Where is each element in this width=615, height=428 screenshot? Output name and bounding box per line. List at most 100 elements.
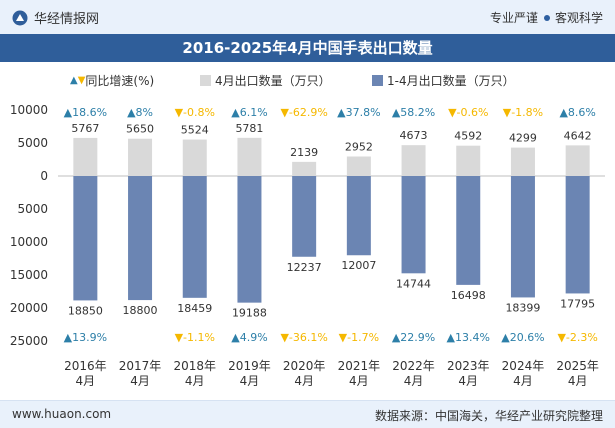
x-tick-label: 2017年	[119, 359, 162, 373]
bar-cumulative	[182, 176, 207, 298]
x-tick-label: 2022年	[392, 359, 435, 373]
x-tick-label: 2018年	[173, 359, 216, 373]
bar-monthly	[456, 145, 481, 176]
data-label-monthly: 5767	[71, 122, 99, 135]
bar-monthly	[73, 137, 98, 176]
legend-yoy: ▲ ▼ 同比增速(%)	[70, 72, 154, 89]
data-label-cumulative: 19188	[232, 307, 267, 320]
y-tick-label: 15000	[10, 268, 48, 282]
data-label-cumulative: 18800	[123, 304, 158, 317]
bar-monthly	[237, 137, 262, 176]
bar-chart: 10000 5000 0 5000 10000 15000 20000 25000 5767 18…	[10, 103, 605, 388]
bar-cumulative	[456, 176, 481, 285]
yoy-label-cumulative: ▲13.9%	[64, 331, 107, 344]
bar-monthly	[346, 156, 371, 176]
y-tick-label: 0	[40, 169, 48, 183]
x-tick-label: 4月	[130, 374, 150, 388]
yoy-label-monthly: ▲8%	[127, 106, 153, 119]
data-label-monthly: 5524	[181, 124, 209, 137]
data-source: 数据来源：中国海关，华经产业研究院整理	[374, 409, 603, 423]
triangle-down-icon: ▼	[77, 75, 86, 86]
legend-monthly-swatch	[200, 75, 211, 86]
brand-name: 华经情报网	[34, 12, 100, 27]
data-label-monthly: 4299	[509, 132, 537, 145]
x-tick-label: 2020年	[283, 359, 326, 373]
bar-monthly	[292, 161, 317, 176]
chart-title: 2016-2025年4月中国手表出口数量	[0, 34, 615, 62]
data-label-cumulative: 16498	[451, 289, 486, 302]
legend-yoy-label: 同比增速(%)	[85, 74, 155, 88]
data-label-cumulative: 12007	[341, 259, 376, 272]
yoy-label-monthly: ▼-0.6%	[448, 106, 488, 119]
bar-cumulative	[237, 176, 262, 303]
data-label-cumulative: 12237	[287, 261, 322, 274]
x-tick-label: 4月	[294, 374, 314, 388]
legend-cumulative-label: 1-4月出口数量（万只）	[387, 74, 515, 88]
data-label-cumulative: 18459	[177, 302, 212, 315]
bar-cumulative	[510, 176, 535, 298]
yoy-label-monthly: ▲37.8%	[337, 106, 380, 119]
legend-cumulative: 1-4月出口数量（万只）	[372, 72, 515, 89]
yoy-label-monthly: ▼-1.8%	[503, 106, 543, 119]
bar-monthly	[401, 145, 426, 176]
x-tick-label: 2019年	[228, 359, 271, 373]
x-tick-label: 2016年	[64, 359, 107, 373]
legend-cumulative-swatch	[372, 75, 383, 86]
x-tick-label: 4月	[568, 374, 588, 388]
bar-cumulative	[401, 176, 426, 274]
bar-monthly	[182, 139, 207, 176]
yoy-label-cumulative: ▼-1.7%	[339, 331, 379, 344]
x-tick-label: 4月	[513, 374, 533, 388]
bar-monthly	[565, 145, 590, 176]
yoy-label-monthly: ▲8.6%	[559, 106, 595, 119]
data-label-monthly: 5781	[235, 122, 263, 135]
yoy-label-monthly: ▼-62.9%	[280, 106, 327, 119]
legend-monthly-label: 4月出口数量（万只）	[215, 74, 331, 88]
brand[interactable]: 华经情报网	[12, 8, 99, 27]
yoy-label-cumulative: ▲4.9%	[231, 331, 267, 344]
x-tick-label: 2023年	[447, 359, 490, 373]
yoy-label-monthly: ▼-0.8%	[175, 106, 215, 119]
yoy-label-monthly: ▲18.6%	[64, 106, 107, 119]
y-tick-label: 5000	[17, 202, 48, 216]
y-tick-label: 10000	[10, 103, 48, 117]
top-bar: 华经情报网 专业严谨 客观科学	[0, 0, 615, 35]
yoy-label-cumulative: ▲20.6%	[501, 331, 544, 344]
y-tick-label: 20000	[10, 301, 48, 315]
data-label-cumulative: 18850	[68, 304, 103, 317]
x-tick-label: 2025年	[556, 359, 599, 373]
bar-cumulative	[292, 176, 317, 257]
yoy-label-cumulative: ▼-1.1%	[175, 331, 215, 344]
data-label-monthly: 4592	[454, 130, 482, 143]
data-label-cumulative: 18399	[505, 301, 540, 314]
x-tick-label: 4月	[185, 374, 205, 388]
data-label-cumulative: 17795	[560, 297, 595, 310]
footer: www.huaon.com 数据来源：中国海关，华经产业研究院整理	[0, 400, 615, 428]
x-tick-label: 4月	[404, 374, 424, 388]
yoy-label-cumulative: ▲13.4%	[447, 331, 490, 344]
data-label-monthly: 4673	[400, 129, 428, 142]
tagline: 专业严谨 客观科学	[490, 9, 603, 26]
tagline-right: 客观科学	[554, 11, 603, 25]
bar-cumulative	[565, 176, 590, 294]
legend-monthly: 4月出口数量（万只）	[200, 72, 331, 89]
y-tick-label: 5000	[17, 136, 48, 150]
tagline-left: 专业严谨	[489, 11, 538, 25]
x-tick-label: 4月	[240, 374, 260, 388]
yoy-label-cumulative: ▼-2.3%	[557, 331, 597, 344]
bar-cumulative	[346, 176, 371, 256]
bar-cumulative	[128, 176, 153, 301]
bar-monthly	[128, 138, 153, 176]
x-tick-label: 2021年	[338, 359, 381, 373]
data-label-monthly: 2952	[345, 141, 373, 154]
x-tick-label: 4月	[349, 374, 369, 388]
legend: ▲ ▼ 同比增速(%) 4月出口数量（万只） 1-4月出口数量（万只）	[0, 70, 615, 92]
website-link[interactable]: www.huaon.com	[12, 407, 112, 421]
bar-cumulative	[73, 176, 98, 301]
bar-monthly	[510, 147, 535, 176]
brand-logo-icon	[12, 10, 28, 25]
dot-icon	[543, 15, 550, 21]
x-tick-label: 4月	[76, 374, 96, 388]
y-tick-label: 25000	[10, 334, 48, 348]
